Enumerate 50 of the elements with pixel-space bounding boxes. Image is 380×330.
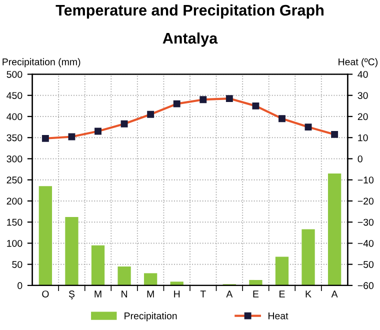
chart-title: Temperature and Precipitation Graph: [56, 4, 324, 19]
x-tick-label: N: [122, 290, 128, 298]
bar: [275, 256, 289, 286]
x-tick-label: O: [42, 290, 49, 298]
bar: [302, 229, 315, 286]
y2-tick-label: −30: [358, 218, 374, 226]
y2-tick-label: 30: [358, 92, 368, 99]
y2-tick-label: 0: [358, 155, 362, 162]
legend-label: Heat: [268, 312, 288, 320]
y-tick-label: 200: [6, 198, 22, 205]
y-axis-title: Precipitation (mm): [2, 58, 80, 68]
y2-tick-label: −40: [358, 240, 374, 247]
y2-tick-label: −10: [358, 176, 374, 184]
x-tick-label: M: [94, 290, 102, 298]
bar: [118, 266, 131, 286]
y2-tick-label: −50: [358, 261, 374, 268]
y2-tick-label: −20: [358, 198, 374, 205]
x-tick-label: K: [306, 290, 312, 298]
chart-subtitle: Antalya: [162, 32, 218, 47]
bar: [91, 245, 105, 286]
x-tick-label: T: [200, 290, 206, 298]
legend-label: Precipitation: [124, 312, 177, 322]
y2-tick-label: −60: [358, 282, 374, 290]
y-tick-label: 150: [7, 218, 22, 226]
y2-tick-label: 10: [358, 134, 368, 142]
x-tick-label: Ş: [68, 290, 75, 300]
bar: [328, 174, 342, 286]
y-tick-label: 100: [7, 240, 22, 247]
x-tick-label: A: [331, 290, 338, 298]
bar: [144, 273, 158, 286]
y2-tick-label: 40: [358, 70, 368, 78]
bar: [38, 186, 52, 286]
y-tick-label: 0: [18, 282, 22, 290]
bar: [249, 280, 262, 286]
y-tick-label: 450: [6, 92, 22, 99]
y-tick-label: 350: [6, 134, 22, 142]
x-tick-label: H: [174, 290, 180, 298]
bar: [65, 217, 78, 286]
y2-tick-label: 20: [358, 113, 368, 120]
y-tick-label: 500: [6, 70, 22, 78]
y-tick-label: 300: [6, 155, 22, 162]
x-tick-label: E: [280, 290, 285, 298]
y-tick-label: 250: [6, 176, 22, 184]
y2-axis-title: Heat (ºC): [338, 58, 378, 68]
y-tick-label: 400: [6, 113, 22, 120]
x-tick-label: A: [226, 290, 233, 298]
x-tick-label: M: [147, 290, 154, 298]
bar: [170, 282, 184, 286]
y-tick-label: 50: [12, 261, 22, 268]
x-tick-label: E: [253, 290, 259, 298]
